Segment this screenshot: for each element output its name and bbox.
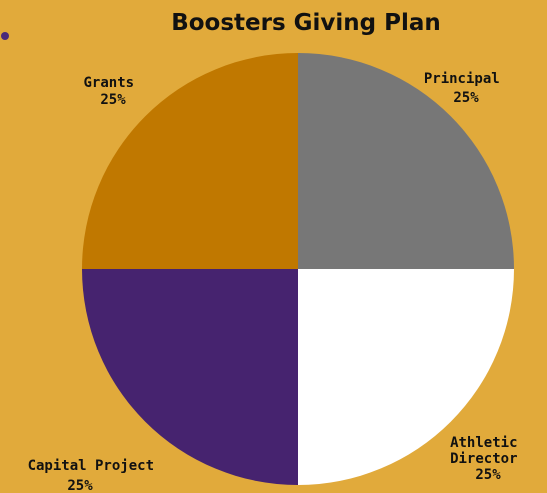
slice-value-capital-project: 25% bbox=[67, 478, 93, 493]
slice-name-grants: Grants bbox=[83, 75, 134, 91]
slice-label-athletic-director: Athletic Director 25% bbox=[450, 435, 526, 483]
slice-name-capital-project: Capital Project bbox=[28, 458, 154, 474]
slice-label-capital-project: Capital Project 25% bbox=[28, 458, 163, 493]
pie-slice-capital-project bbox=[82, 269, 298, 485]
slice-label-principal: Principal 25% bbox=[424, 71, 508, 106]
slice-name-principal: Principal bbox=[424, 71, 500, 87]
pie-slices bbox=[82, 53, 514, 485]
slice-value-grants: 25% bbox=[100, 92, 126, 108]
pie-slice-grants bbox=[82, 53, 298, 269]
slice-label-grants: Grants 25% bbox=[83, 75, 142, 108]
pie-slice-principal bbox=[298, 53, 514, 269]
pie-slice-athletic-director bbox=[298, 269, 514, 485]
slice-value-principal: 25% bbox=[453, 90, 479, 106]
decorative-dot bbox=[1, 32, 9, 40]
chart-title: Boosters Giving Plan bbox=[171, 10, 441, 36]
slice-name-athletic-director-line2: Director bbox=[450, 451, 517, 467]
slice-value-athletic-director: 25% bbox=[475, 467, 501, 483]
slice-name-athletic-director-line1: Athletic bbox=[450, 435, 517, 451]
